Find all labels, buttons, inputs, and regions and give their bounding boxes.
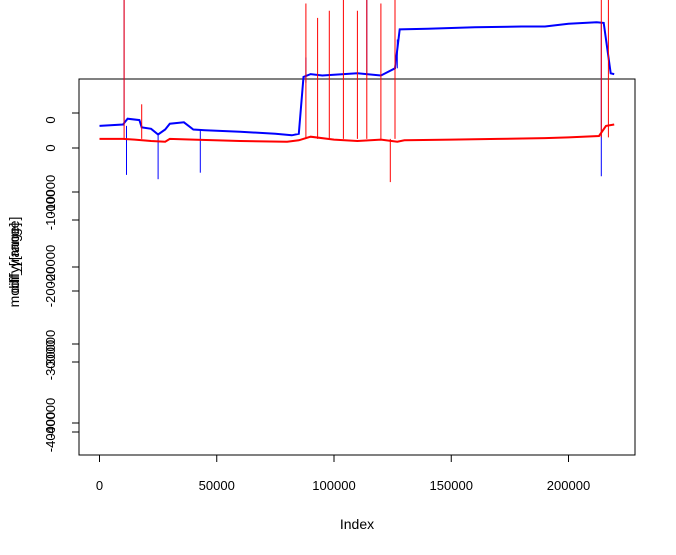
series-2-line: [99, 123, 615, 143]
series-1: [99, 0, 615, 180]
y-axis-title-2: diff_y[range]: [6, 217, 22, 294]
y-tick-label: -40000: [43, 412, 58, 452]
y-tick-label: -30000: [43, 340, 58, 380]
x-tick-label: 100000: [312, 478, 355, 493]
y-tick-label: -20000: [43, 245, 58, 285]
x-tick-label: 200000: [547, 478, 590, 493]
y-tick-label: -10000: [43, 175, 58, 215]
y-tick-label: -30000: [43, 330, 58, 370]
x-tick-label: 50000: [199, 478, 235, 493]
series-layer: [99, 0, 615, 183]
y-tick-label: 0: [43, 116, 58, 123]
y-axis-title-1: modify[range]: [6, 223, 22, 308]
y-tick-label: 0: [43, 144, 58, 151]
x-tick-label: 0: [96, 478, 103, 493]
series-2: [99, 0, 615, 183]
y-tick-label: -40000: [43, 398, 58, 438]
y-tick-label: -20000: [43, 267, 58, 307]
x-axis: 0 50000 100000 150000 200000: [96, 454, 590, 493]
y-tick-label: -10000: [43, 190, 58, 230]
x-tick-label: 150000: [430, 478, 473, 493]
y-axis: 0 0 -10000-10000 -20000-20000 -30000-30000 -4…: [43, 112, 80, 452]
series-1-line: [99, 21, 615, 137]
x-axis-title: Index: [340, 516, 374, 532]
